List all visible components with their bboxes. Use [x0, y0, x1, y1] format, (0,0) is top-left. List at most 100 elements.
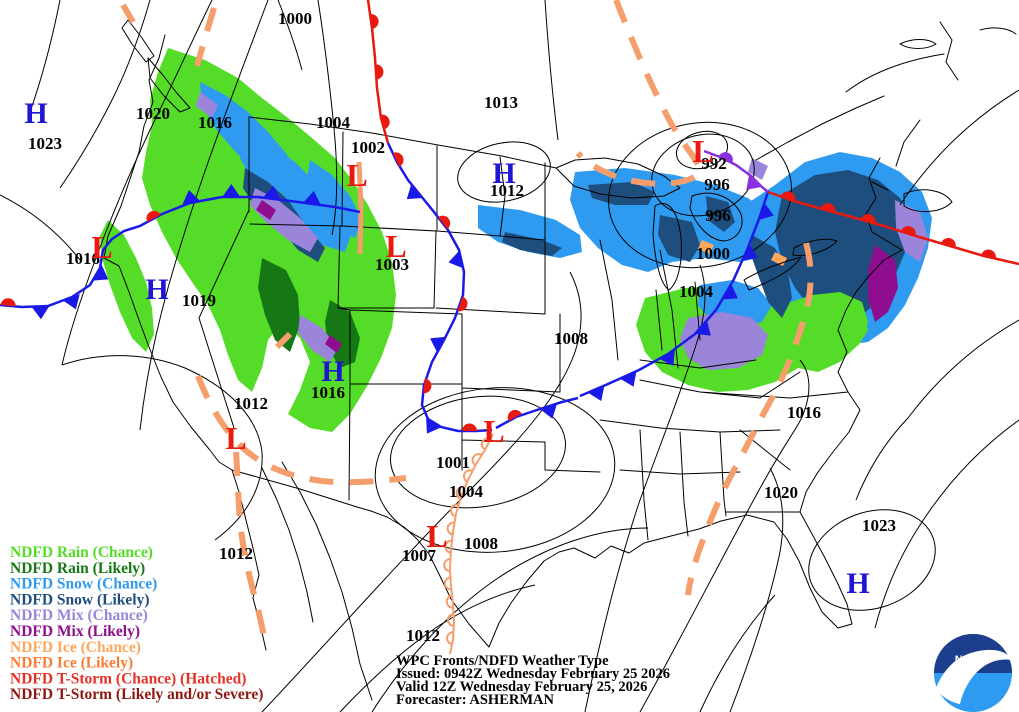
pressure-label: 996	[705, 206, 731, 225]
warm-front-semicircle-icon	[375, 64, 384, 80]
title-line: WPC Fronts/NDFD Weather Type	[396, 653, 609, 669]
warm-front-semicircle-icon	[0, 298, 16, 307]
pressure-label: 1016	[787, 403, 821, 422]
precip-area	[750, 235, 792, 318]
geography-outlines	[103, 19, 1017, 701]
geo-outline	[231, 469, 490, 648]
dryline-scallop-icon	[445, 594, 454, 609]
dryline-scallop-icon	[446, 631, 454, 646]
legend-item: NDFD T-Storm (Likely and/or Severe)	[10, 686, 263, 703]
legend-item: NDFD Snow (Chance)	[10, 576, 157, 593]
precip-area	[258, 258, 300, 352]
isobar-ring	[608, 121, 792, 269]
trough-dashed-line	[233, 451, 269, 649]
noaa-logo-bird-icon	[936, 649, 1011, 704]
trough-dashed-line	[120, 3, 136, 24]
warm-front-semicircle-icon	[901, 226, 916, 236]
front-line	[703, 149, 769, 193]
legend-item: NDFD Mix (Likely)	[10, 623, 140, 640]
front-line	[386, 142, 493, 433]
warm-front-semicircle-icon	[941, 238, 956, 248]
pressure-center-H: H	[145, 273, 168, 306]
precip-area	[306, 160, 362, 238]
fronts	[0, 0, 1019, 655]
isobar-line	[544, 0, 559, 141]
pressure-label: 1003	[375, 255, 409, 274]
isobar-line	[139, 0, 269, 431]
warm-front-semicircle-icon	[718, 152, 733, 164]
warm-front-semicircle-icon	[380, 114, 390, 130]
pressure-center-H: H	[846, 567, 869, 600]
title-line: Valid 12Z Wednesday February 25, 2026	[396, 679, 647, 695]
pressure-label: 1004	[679, 282, 714, 301]
cold-front-triangle-icon	[746, 174, 762, 190]
cold-front-triangle-icon	[303, 191, 321, 206]
isobar-line	[317, 0, 338, 236]
geo-outline	[121, 19, 191, 113]
pressure-label: 996	[704, 175, 730, 194]
precip-area	[256, 200, 276, 220]
cold-front-triangle-icon	[620, 371, 637, 387]
pressure-label: 1012	[234, 394, 268, 413]
cold-front-triangle-icon	[448, 250, 464, 269]
dryline-scallop-icon	[444, 539, 453, 554]
dryline-scallop-icon	[455, 486, 466, 500]
legend-item: NDFD T-Storm (Chance) (Hatched)	[10, 670, 246, 687]
front-line	[495, 396, 579, 430]
cold-front-triangle-icon	[406, 183, 423, 200]
trough-lines	[120, 0, 814, 649]
isobar-line	[59, 0, 151, 189]
pressure-label: 1020	[764, 483, 798, 502]
geo-outline	[755, 21, 1017, 161]
pressure-label: 1020	[136, 104, 170, 123]
isobar-line	[61, 0, 213, 366]
pressure-label: 1000	[278, 9, 312, 28]
geo-outline	[792, 238, 838, 256]
isobar-line	[277, 0, 303, 71]
warm-front-semicircle-icon	[146, 210, 161, 222]
dryline-scallop-icon	[462, 469, 474, 483]
cold-front-triangle-icon	[758, 202, 774, 220]
pressure-center-H: H	[492, 157, 515, 190]
dryline-scallop-icon	[443, 558, 451, 573]
geo-outline	[198, 117, 601, 501]
cold-front-triangle-icon	[426, 417, 442, 434]
pressure-label: 1012	[406, 626, 440, 645]
isobar-ring	[457, 141, 551, 203]
pressure-label: 1008	[554, 329, 588, 348]
pressure-center-L: L	[692, 133, 713, 169]
pressure-label: 1016	[311, 383, 345, 402]
dryline-scallop-icon	[446, 612, 455, 627]
warm-front-semicircle-icon	[438, 215, 451, 230]
pressure-label: 1012	[219, 544, 253, 563]
warm-front-semicircle-icon	[392, 152, 404, 167]
legend-item: NDFD Rain (Chance)	[10, 544, 153, 561]
pressure-label: 1023	[862, 516, 896, 535]
geo-outline	[871, 119, 953, 212]
geo-outline	[103, 34, 267, 651]
isobar-ring	[675, 130, 729, 170]
legend-item: NDFD Ice (Likely)	[10, 655, 133, 672]
isobar-line	[639, 359, 810, 712]
precip-area	[298, 315, 338, 362]
cold-front-triangle-icon	[539, 403, 558, 419]
geo-outline	[599, 239, 849, 541]
pressure-label: 992	[701, 154, 727, 173]
precip-area	[478, 205, 582, 258]
pressure-center-L: L	[225, 420, 246, 456]
pressure-center-L: L	[385, 228, 406, 264]
dryline-scallop-icon	[480, 437, 491, 451]
precip-area	[588, 182, 655, 205]
pressure-label: 1008	[464, 534, 498, 553]
title-line: Forecaster: ASHERMAN	[396, 692, 555, 708]
dryline-scallop-icon	[450, 503, 460, 518]
cold-front-triangle-icon	[722, 284, 738, 300]
cold-front-triangle-icon	[659, 350, 675, 366]
warm-front-semicircle-icon	[423, 378, 432, 394]
cold-front-triangle-icon	[92, 265, 109, 281]
precip-area	[868, 245, 898, 322]
